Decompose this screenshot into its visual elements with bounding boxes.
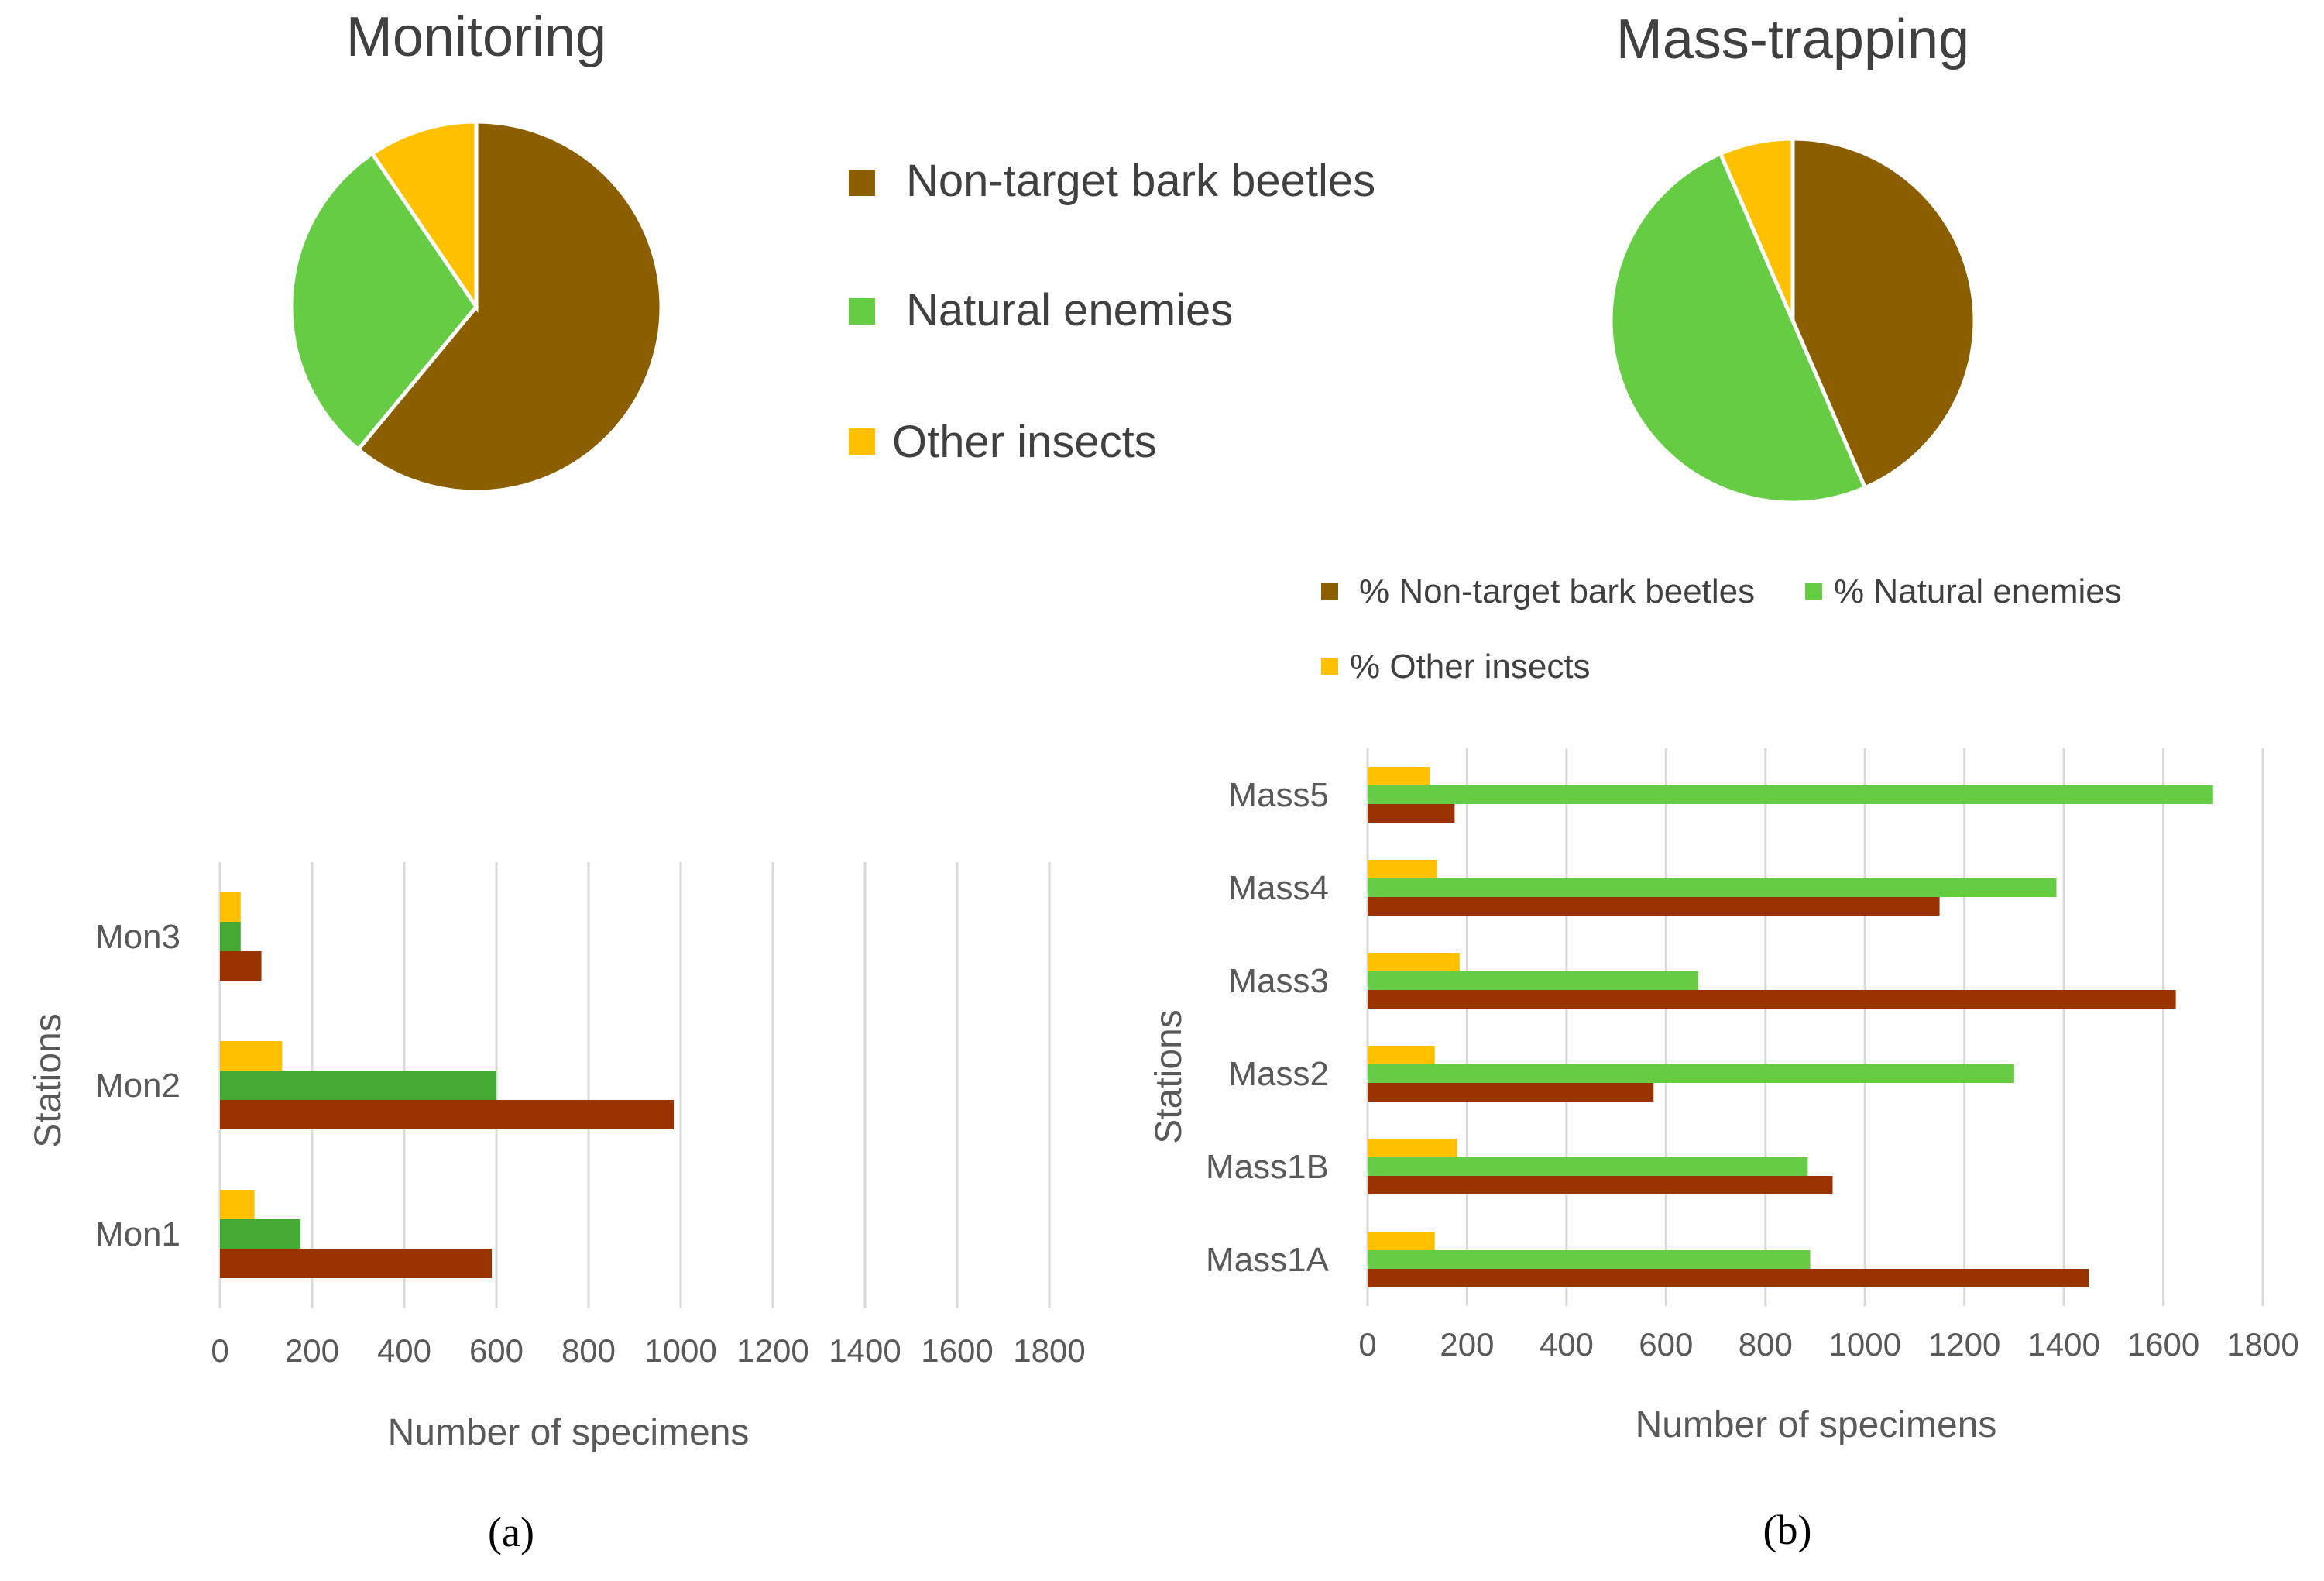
bar-a-category-mon1: Mon1 (95, 1215, 180, 1253)
bar-b-category-labels: Mass1A Mass1B Mass2 Mass3 Mass4 Mass5 (1206, 776, 1330, 1279)
legend-pct-swatch-natural (1805, 583, 1822, 600)
bar-a-tick-800: 800 (561, 1332, 616, 1369)
bar-b-tick-200: 200 (1440, 1326, 1494, 1363)
bar-a-bar-mon3-non-target-bark-beetles (220, 951, 262, 981)
bar-a-tick-600: 600 (469, 1332, 524, 1369)
bar-a-bar-mon3-natural-enemies (220, 922, 241, 951)
legend-pct-label-natural: % Natural enemies (1834, 572, 2122, 610)
bar-b-bars (1368, 767, 2213, 1287)
bar-b-bar-mass1a-non-target-bark-beetles (1368, 1269, 2089, 1287)
bar-b-category-mass1a: Mass1A (1206, 1241, 1330, 1279)
bar-a-bar-mon2-non-target-bark-beetles (220, 1100, 675, 1129)
bar-a-tick-1200: 1200 (736, 1332, 808, 1369)
legend-main-swatch-natural (849, 298, 875, 325)
bar-a-bar-mon2-other-insects (220, 1041, 283, 1071)
bar-b-tick-600: 600 (1639, 1326, 1693, 1363)
pie-mass-slice-other-insects (1718, 136, 1795, 321)
bar-b-category-mass1b: Mass1B (1206, 1148, 1329, 1186)
bar-chart-monitoring: Mon1 Mon2 Mon3 0 200 400 600 800 1000 1200 1400 16… (28, 862, 1086, 1555)
bar-b-gridlines (1366, 748, 2264, 1306)
bar-a-ylabel: Stations (28, 1013, 69, 1147)
bar-b-bar-mass2-non-target-bark-beetles (1368, 1083, 1654, 1102)
legend-pct-label-other: % Other insects (1350, 648, 1591, 686)
pie-mass: Mass-trapping (1608, 9, 1977, 505)
bar-b-tick-labels: 0 200 400 600 800 1000 1200 1400 1600 1800 (1358, 1326, 2298, 1363)
bar-b-tick-1800: 1800 (2226, 1326, 2298, 1363)
pie-mon-slice-natural-enemies (289, 150, 479, 452)
panel-label-b: (b) (1763, 1507, 1812, 1553)
pie-monitoring-title: Monitoring (346, 6, 606, 68)
bar-b-category-mass2: Mass2 (1228, 1055, 1329, 1093)
bar-a-bar-mon1-natural-enemies (220, 1219, 301, 1249)
bar-a-tick-400: 400 (377, 1332, 431, 1369)
bar-a-bars (220, 892, 675, 1278)
bar-b-bar-mass5-natural-enemies (1368, 785, 2213, 804)
bar-a-bar-mon2-natural-enemies (220, 1071, 496, 1100)
bar-a-bar-mon1-non-target-bark-beetles (220, 1249, 493, 1278)
bar-b-category-mass4: Mass4 (1228, 869, 1329, 907)
bar-b-bar-mass1b-non-target-bark-beetles (1368, 1176, 1833, 1194)
bar-a-xlabel: Number of specimens (388, 1412, 750, 1453)
bar-b-tick-800: 800 (1739, 1326, 1793, 1363)
bar-b-category-mass3: Mass3 (1228, 962, 1329, 1000)
bar-b-tick-0: 0 (1358, 1326, 1376, 1363)
bar-b-bar-mass4-non-target-bark-beetles (1368, 897, 1940, 916)
pie-mass-slices (1608, 136, 1977, 505)
bar-a-category-labels: Mon1 Mon2 Mon3 (95, 918, 180, 1253)
bar-b-ylabel: Stations (1148, 1009, 1189, 1143)
bar-b-tick-1200: 1200 (1928, 1326, 2000, 1363)
legend-main-swatch-other (849, 428, 875, 455)
legend-main-label-non-target: Non-target bark beetles (906, 156, 1375, 206)
bar-b-tick-1600: 1600 (2127, 1326, 2199, 1363)
pie-mass-slice-non-target-bark-beetles (1790, 136, 1977, 490)
pie-monitoring: Monitoring (289, 6, 664, 494)
bar-b-bar-mass1b-natural-enemies (1368, 1157, 1808, 1176)
legend-main-label-other: Other insects (892, 417, 1157, 467)
bar-a-category-mon2: Mon2 (95, 1067, 180, 1105)
legend-main-swatch-non-target (849, 170, 875, 196)
bar-a-bar-mon3-other-insects (220, 892, 241, 922)
bar-a-category-mon3: Mon3 (95, 918, 180, 956)
bar-b-tick-1400: 1400 (2027, 1326, 2099, 1363)
bar-a-tick-1000: 1000 (644, 1332, 716, 1369)
bar-b-bar-mass2-natural-enemies (1368, 1064, 2014, 1083)
pie-mon-slice-non-target-bark-beetles (355, 119, 664, 494)
bar-a-bar-mon1-other-insects (220, 1190, 255, 1219)
bar-b-bar-mass1b-other-insects (1368, 1139, 1457, 1157)
pie-mass-slice-natural-enemies (1608, 151, 1868, 505)
bar-b-bar-mass1a-other-insects (1368, 1232, 1435, 1250)
bar-chart-mass: Mass1A Mass1B Mass2 Mass3 Mass4 Mass5 0 200 400… (1148, 748, 2299, 1553)
bar-b-bar-mass3-non-target-bark-beetles (1368, 990, 2176, 1009)
bar-a-tick-200: 200 (285, 1332, 339, 1369)
bar-b-bar-mass4-natural-enemies (1368, 878, 2057, 897)
bar-b-category-mass5: Mass5 (1228, 776, 1329, 814)
legend-pct-swatch-non-target (1321, 583, 1338, 600)
bar-b-bar-mass3-natural-enemies (1368, 971, 1699, 990)
pie-mass-title: Mass-trapping (1616, 9, 1969, 70)
bar-a-tick-1400: 1400 (829, 1332, 901, 1369)
bar-a-tick-1600: 1600 (921, 1332, 993, 1369)
bar-a-tick-labels: 0 200 400 600 800 1000 1200 1400 1600 1800 (211, 1332, 1085, 1369)
bar-a-tick-1800: 1800 (1013, 1332, 1085, 1369)
bar-a-tick-0: 0 (211, 1332, 228, 1369)
legend-pct-label-non-target: % Non-target bark beetles (1359, 572, 1755, 610)
bar-b-tick-1000: 1000 (1829, 1326, 1901, 1363)
bar-b-bar-mass3-other-insects (1368, 953, 1460, 971)
legend-pct: % Non-target bark beetles % Natural enem… (1321, 572, 2122, 686)
bar-b-bar-mass4-other-insects (1368, 860, 1437, 878)
legend-main: Non-target bark beetles Natural enemies … (849, 156, 1375, 467)
bar-b-bar-mass5-other-insects (1368, 767, 1430, 785)
pie-mon-slice-other-insects (369, 119, 479, 314)
bar-b-bar-mass5-non-target-bark-beetles (1368, 804, 1455, 823)
bar-b-tick-400: 400 (1540, 1326, 1594, 1363)
panel-label-a: (a) (488, 1509, 534, 1555)
pie-monitoring-slices (289, 119, 664, 494)
legend-pct-swatch-other (1321, 658, 1338, 675)
legend-main-label-natural: Natural enemies (906, 285, 1233, 335)
bar-b-bar-mass1a-natural-enemies (1368, 1250, 1811, 1269)
bar-b-bar-mass2-other-insects (1368, 1046, 1435, 1064)
bar-b-xlabel: Number of specimens (1636, 1404, 1997, 1445)
